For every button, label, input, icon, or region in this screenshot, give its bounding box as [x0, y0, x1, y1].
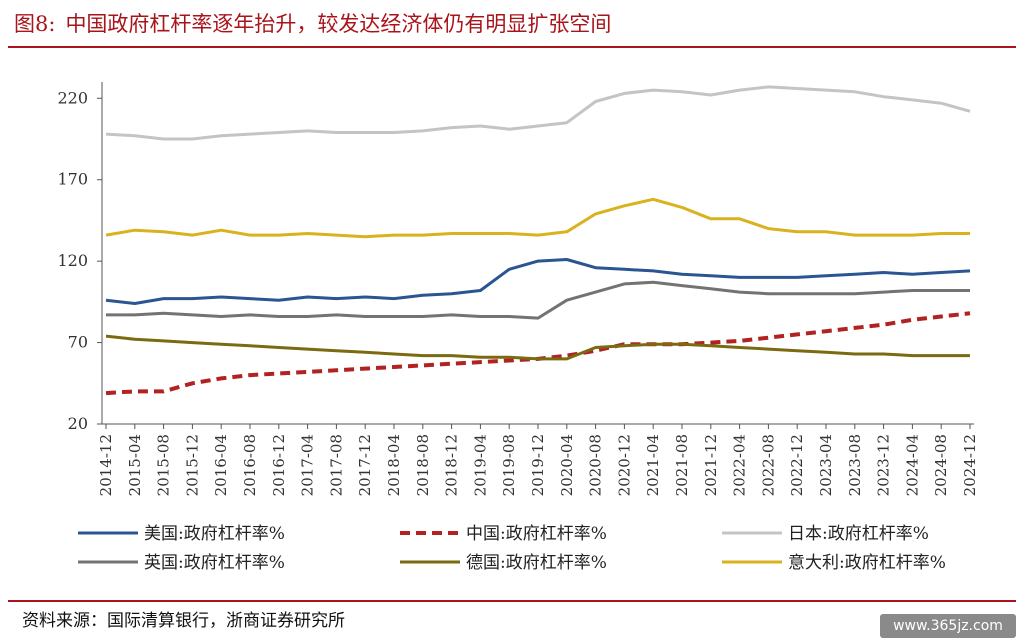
series-line-2	[105, 85, 971, 141]
x-tick-label-29: 2024-08	[932, 434, 950, 496]
x-tick-label-14: 2019-08	[500, 434, 518, 496]
x-tick-label-3: 2015-12	[183, 434, 201, 496]
title-rule	[8, 46, 1016, 48]
x-tick-label-7: 2017-04	[299, 434, 317, 496]
x-tick-label-1: 2015-04	[126, 434, 144, 496]
series-line-3	[106, 280, 970, 320]
x-tick-label-5: 2016-08	[241, 434, 259, 496]
source-note: 资料来源：国际清算银行，浙商证券研究所	[22, 611, 345, 631]
x-tick-label-18: 2020-12	[615, 434, 633, 496]
figure-title-text: 中国政府杠杆率逐年抬升，较发达经济体仍有明显扩张空间	[65, 12, 612, 36]
x-tick-label-15: 2019-12	[529, 434, 547, 496]
y-tick-label-4: 220	[57, 88, 88, 107]
legend-label-5: 意大利:政府杠杆率%	[788, 553, 946, 573]
x-tick-label-2: 2015-08	[155, 434, 173, 496]
x-tick-label-10: 2018-04	[385, 434, 403, 496]
y-tick-label-1: 70	[68, 333, 88, 352]
legend-label-4: 德国:政府杠杆率%	[466, 553, 607, 573]
x-tick-label-9: 2017-12	[356, 434, 374, 496]
x-tick-label-20: 2021-08	[673, 434, 691, 496]
x-tick-label-25: 2023-04	[817, 434, 835, 496]
x-tick-label-23: 2022-08	[759, 434, 777, 496]
x-tick-label-22: 2022-04	[731, 434, 749, 496]
legend-label-1: 中国:政府杠杆率%	[466, 524, 607, 544]
figure-title: 图8: 中国政府杠杆率逐年抬升，较发达经济体仍有明显扩张空间	[14, 8, 611, 38]
x-tick-label-8: 2017-08	[327, 434, 345, 496]
x-tick-label-17: 2020-08	[587, 434, 605, 496]
watermark: www.365jz.com	[880, 614, 1016, 638]
x-tick-label-12: 2018-12	[443, 434, 461, 496]
x-tick-label-11: 2018-08	[414, 434, 432, 496]
legend-label-0: 美国:政府杠杆率%	[144, 524, 285, 544]
y-tick-label-2: 120	[57, 251, 88, 270]
y-tick-label-3: 170	[57, 170, 88, 189]
x-tick-label-21: 2021-12	[702, 434, 720, 496]
x-tick-label-4: 2016-04	[212, 434, 230, 496]
series-line-5	[105, 197, 970, 239]
source-rule	[8, 600, 1016, 602]
x-tick-label-0: 2014-12	[97, 434, 115, 496]
x-tick-label-28: 2024-04	[903, 434, 921, 496]
x-tick-label-6: 2016-12	[270, 434, 288, 496]
x-tick-label-13: 2019-04	[471, 434, 489, 496]
x-tick-label-27: 2023-12	[875, 434, 893, 496]
series-line-4	[105, 334, 970, 361]
series-line-0	[105, 258, 971, 305]
legend-label-3: 英国:政府杠杆率%	[144, 553, 285, 573]
figure-number: 图8:	[14, 12, 56, 36]
x-tick-label-26: 2023-08	[846, 434, 864, 496]
x-tick-label-30: 2024-12	[961, 434, 979, 496]
x-tick-label-24: 2022-12	[788, 434, 806, 496]
y-tick-label-0: 20	[68, 414, 88, 433]
x-tick-label-19: 2021-04	[644, 434, 662, 496]
legend-label-2: 日本:政府杠杆率%	[788, 524, 929, 544]
x-tick-label-16: 2020-04	[558, 434, 576, 496]
line-chart: 20 70 120 170 220 2014-12 2015-04 2015-08 2015-1…	[57, 82, 979, 573]
